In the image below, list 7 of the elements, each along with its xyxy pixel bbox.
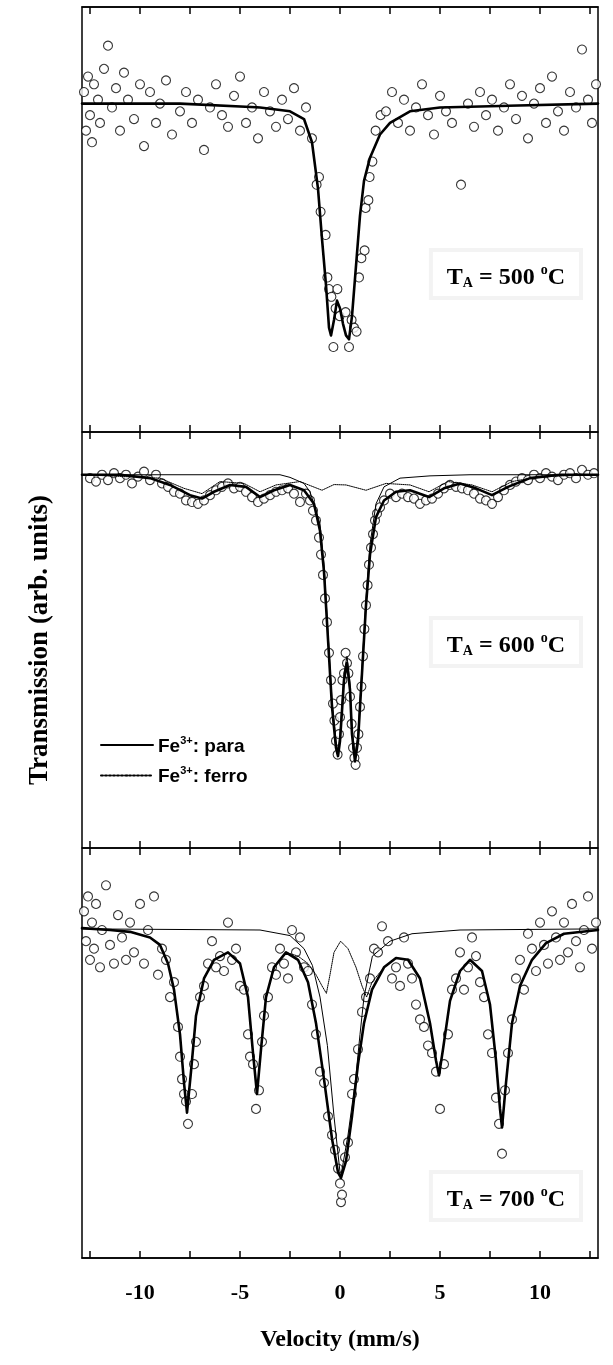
x-tick-label: 0	[334, 1278, 346, 1304]
x-tick-label: 5	[434, 1278, 446, 1304]
x-tick-label: 10	[529, 1278, 551, 1304]
x-axis-title: Velocity (mm/s)	[260, 1325, 420, 1351]
x-tick-label: -5	[230, 1278, 250, 1304]
x-tick-label: -10	[125, 1278, 155, 1304]
y-axis-title: Transmission (arb. units)	[22, 495, 54, 785]
